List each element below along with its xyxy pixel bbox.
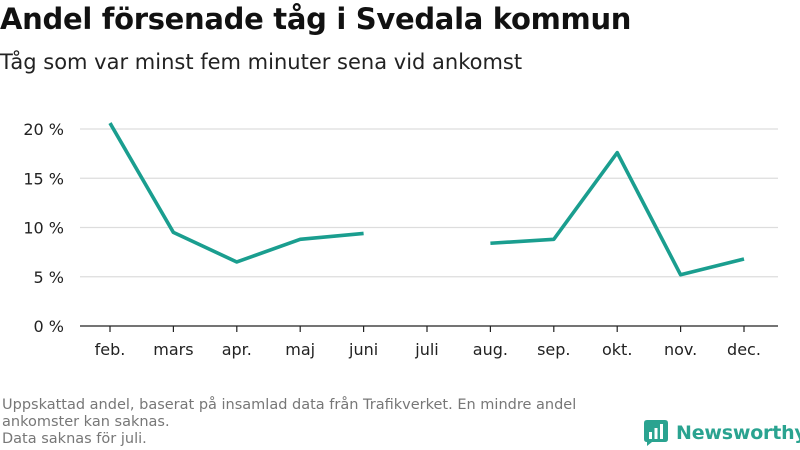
brand-name: Newsworthy [676, 422, 800, 444]
brand-logo[interactable]: Newsworthy [644, 420, 800, 446]
chart-title: Andel försenade tåg i Svedala kommun [0, 2, 632, 36]
x-tick-label: okt. [602, 340, 632, 359]
y-tick-label: 5 % [34, 268, 64, 287]
chart-footnote: Uppskattad andel, baserat på insamlad da… [2, 397, 642, 448]
y-tick-label: 10 % [23, 219, 64, 238]
gridlines [80, 128, 778, 278]
x-tick-label: juni [348, 340, 378, 359]
series-line-segment [108, 122, 364, 264]
x-axis: feb. mars apr. maj juni juli aug. sep. okt. nov. d… [80, 325, 778, 359]
series-line [108, 122, 745, 277]
y-tick-label: 20 % [23, 120, 64, 139]
footnote-source: Uppskattad andel, baserat på insamlad da… [2, 397, 577, 430]
y-tick-label: 15 % [23, 169, 64, 188]
footnote-missing-data: Data saknas för juli. [2, 431, 147, 447]
x-tick-label: dec. [727, 340, 761, 359]
y-axis-tick-labels: 0 % 5 % 10 % 15 % 20 % [23, 120, 64, 336]
newsworthy-logo-icon [644, 420, 668, 446]
series-line-segment [490, 150, 745, 277]
x-tick-label: mars [153, 340, 193, 359]
x-tick-label: juli [414, 340, 438, 359]
x-tick-label: aug. [473, 340, 508, 359]
chart-subtitle: Tåg som var minst fem minuter sena vid a… [0, 50, 523, 74]
x-tick-label: maj [285, 340, 315, 359]
x-tick-label: nov. [664, 340, 697, 359]
y-tick-label: 0 % [34, 317, 64, 336]
x-tick-label: sep. [537, 340, 570, 359]
line-chart: 0 % 5 % 10 % 15 % 20 % feb. mars apr. maj juni ju… [23, 120, 778, 359]
x-tick-label: apr. [222, 340, 252, 359]
x-tick-label: feb. [95, 340, 126, 359]
